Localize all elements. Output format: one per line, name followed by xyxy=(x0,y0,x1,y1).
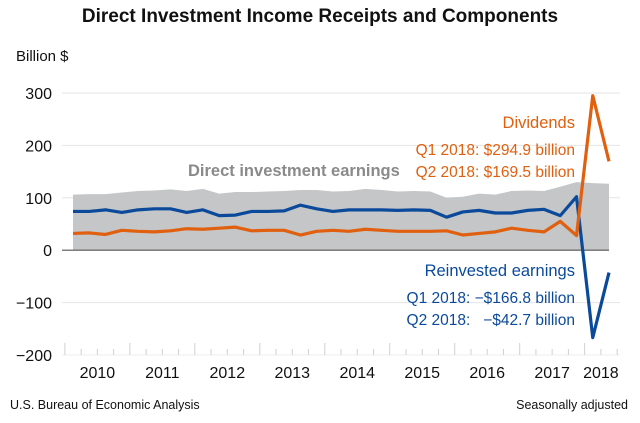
y-axis-label: Billion $ xyxy=(16,48,69,65)
source-note: U.S. Bureau of Economic Analysis xyxy=(10,398,200,412)
dividends-q2-label: Q2 2018: $169.5 billion xyxy=(415,164,575,181)
x-tick-label: 2014 xyxy=(339,365,375,382)
reinvested-label: Reinvested earnings xyxy=(424,262,575,280)
x-tick-label: 2016 xyxy=(469,365,505,382)
reinvested-q1-label: Q1 2018: −$166.8 billion xyxy=(406,290,575,307)
dividends-label: Dividends xyxy=(502,114,575,132)
x-tick-label: 2017 xyxy=(534,365,570,382)
y-tick-label: 100 xyxy=(25,191,52,208)
x-tick-label: 2018 xyxy=(583,365,619,382)
y-tick-label: −100 xyxy=(16,296,52,313)
y-tick-label: 0 xyxy=(43,243,52,260)
chart-title: Direct Investment Income Receipts and Co… xyxy=(81,6,559,27)
x-tick-label: 2011 xyxy=(145,365,180,382)
x-tick-label: 2015 xyxy=(404,365,440,382)
seasonal-note: Seasonally adjusted xyxy=(516,398,628,412)
x-tick-label: 2012 xyxy=(210,365,246,382)
earnings-label: Direct investment earnings xyxy=(188,162,400,180)
y-tick-label: 200 xyxy=(25,138,52,155)
x-tick-label: 2010 xyxy=(80,365,116,382)
y-tick-label: 300 xyxy=(25,86,52,103)
series-line-reinvested-earnings xyxy=(73,195,611,340)
x-tick-label: 2013 xyxy=(274,365,310,382)
dividends-q1-label: Q1 2018: $294.9 billion xyxy=(415,142,575,159)
reinvested-q2-label: Q2 2018: −$42.7 billion xyxy=(406,312,575,329)
y-tick-label: −200 xyxy=(16,348,52,365)
series-line-dividends xyxy=(72,94,611,238)
series-area-earnings xyxy=(73,182,609,251)
